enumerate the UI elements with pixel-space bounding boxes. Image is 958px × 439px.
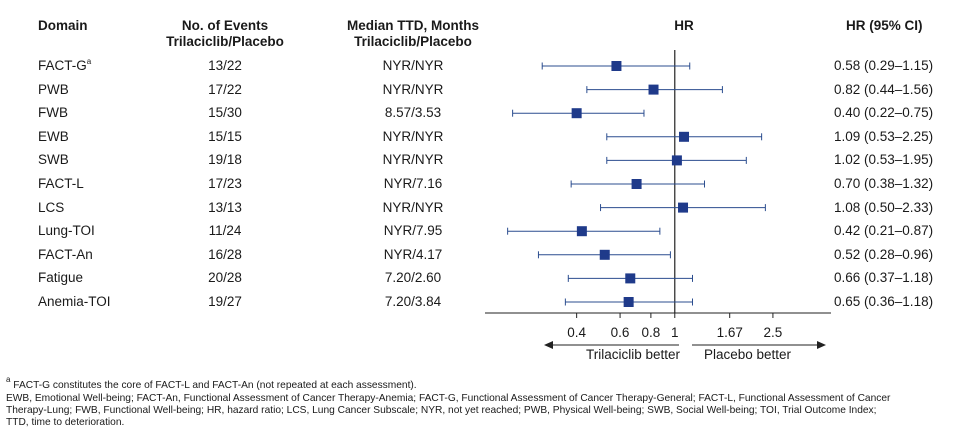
header-events-line2: Trilaciclib/Placebo	[166, 34, 284, 49]
row-events: 20/28	[208, 270, 242, 285]
row-median-ttd: NYR/NYR	[382, 152, 444, 167]
row-events: 17/22	[208, 82, 242, 97]
hr-point-marker	[599, 249, 610, 260]
header-hr-ci: HR (95% CI)	[846, 18, 923, 33]
hr-point-marker	[631, 179, 642, 189]
row-median-ttd: NYR/NYR	[382, 129, 444, 144]
row-hr-ci: 0.82 (0.44–1.56)	[834, 82, 934, 97]
row-domain-label: Anemia-TOI	[38, 294, 111, 309]
direction-right-label: Placebo better	[704, 347, 792, 362]
row-domain: FACT-An	[38, 247, 93, 263]
row-domain-label: FACT-An	[38, 247, 93, 262]
hr-point-marker	[671, 155, 682, 166]
row-domain-label: Fatigue	[38, 270, 84, 285]
row-domain: PWB	[38, 82, 69, 98]
hr-point-marker	[623, 297, 634, 307]
row-events: 19/27	[208, 294, 242, 309]
row-events: 16/28	[208, 247, 242, 262]
arrow-left-head-icon	[544, 341, 553, 349]
footnote-a: a FACT-G constitutes the core of FACT-L …	[6, 376, 417, 392]
row-hr-ci: 1.02 (0.53–1.95)	[834, 152, 934, 167]
row-domain-label: FACT-G	[38, 58, 87, 73]
row-events: 11/24	[208, 223, 242, 238]
footnote-a-text: FACT-G constitutes the core of FACT-L an…	[13, 380, 417, 391]
x-tick-label: 0.4	[567, 325, 586, 340]
row-hr-ci: 1.09 (0.53–2.25)	[834, 129, 934, 144]
row-domain-label: Lung-TOI	[38, 223, 95, 238]
row-events: 17/23	[208, 176, 242, 191]
row-domain-label: FWB	[38, 105, 68, 120]
footnote-abbr-1: EWB, Emotional Well-being; FACT-An, Func…	[6, 393, 891, 404]
x-tick-label: 1	[671, 325, 679, 340]
direction-left-label: Trilaciclib better	[586, 347, 681, 362]
header-events: No. of Events Trilaciclib/Placebo	[160, 18, 290, 50]
row-domain-footnote-marker: a	[86, 57, 92, 66]
row-domain: FACT-Ga	[38, 58, 91, 74]
row-hr-ci: 0.66 (0.37–1.18)	[834, 270, 934, 285]
row-domain-label: PWB	[38, 82, 69, 97]
footnote-abbr-2: Therapy-Lung; FWB, Functional Well-being…	[6, 405, 877, 416]
row-events: 13/13	[208, 200, 242, 215]
header-ttd-line2: Trilaciclib/Placebo	[354, 34, 472, 49]
row-median-ttd: 7.20/2.60	[384, 270, 442, 285]
row-domain-label: FACT-L	[38, 176, 84, 191]
row-hr-ci: 0.42 (0.21–0.87)	[834, 223, 934, 238]
row-domain: Anemia-TOI	[38, 294, 111, 310]
hr-point-marker	[648, 84, 659, 95]
header-events-line1: No. of Events	[181, 18, 269, 33]
row-domain: LCS	[38, 200, 64, 216]
row-hr-ci: 0.65 (0.36–1.18)	[834, 294, 934, 309]
row-median-ttd: 8.57/3.53	[384, 105, 442, 120]
row-domain: Lung-TOI	[38, 223, 95, 239]
row-median-ttd: NYR/NYR	[382, 58, 444, 73]
arrow-right-head-icon	[817, 341, 826, 349]
row-hr-ci: 0.58 (0.29–1.15)	[834, 58, 934, 73]
hr-point-marker	[576, 226, 587, 237]
row-events: 15/30	[208, 105, 242, 120]
footnote-a-marker: a	[6, 375, 11, 384]
row-hr-ci: 0.70 (0.38–1.32)	[834, 176, 934, 191]
row-domain: SWB	[38, 152, 69, 168]
row-domain-label: LCS	[38, 200, 65, 215]
row-hr-ci: 0.40 (0.22–0.75)	[834, 105, 934, 120]
x-tick-label: 0.6	[611, 325, 630, 340]
row-median-ttd: NYR/NYR	[382, 200, 444, 215]
hr-point-marker	[611, 61, 622, 71]
hr-point-marker	[679, 131, 690, 142]
row-median-ttd: 7.20/3.84	[384, 294, 442, 309]
row-domain: FACT-L	[38, 176, 84, 192]
row-domain-label: EWB	[38, 129, 69, 144]
header-ttd: Median TTD, Months Trilaciclib/Placebo	[328, 18, 498, 50]
footnote-abbr-3: TTD, time to deterioration.	[6, 417, 125, 428]
row-median-ttd: NYR/NYR	[382, 82, 444, 97]
hr-point-marker	[625, 273, 636, 284]
row-hr-ci: 1.08 (0.50–2.33)	[834, 200, 934, 215]
hr-point-marker	[571, 108, 582, 119]
row-events: 13/22	[208, 58, 242, 73]
x-tick-label: 0.8	[641, 325, 660, 340]
x-tick-label: 2.5	[764, 325, 783, 340]
chart-title: HR	[674, 18, 694, 33]
row-median-ttd: NYR/7.16	[383, 176, 443, 191]
hr-point-marker	[678, 202, 689, 213]
row-events: 15/15	[208, 129, 242, 144]
row-median-ttd: NYR/4.17	[383, 247, 443, 262]
row-domain-label: SWB	[38, 152, 69, 167]
row-hr-ci: 0.52 (0.28–0.96)	[834, 247, 934, 262]
row-domain: Fatigue	[38, 270, 83, 286]
row-domain: FWB	[38, 105, 68, 121]
x-tick-label: 1.67	[717, 325, 743, 340]
row-domain: EWB	[38, 129, 69, 145]
row-events: 19/18	[208, 152, 242, 167]
row-median-ttd: NYR/7.95	[383, 223, 443, 238]
header-ttd-line1: Median TTD, Months	[347, 18, 479, 33]
header-domain: Domain	[38, 18, 88, 33]
